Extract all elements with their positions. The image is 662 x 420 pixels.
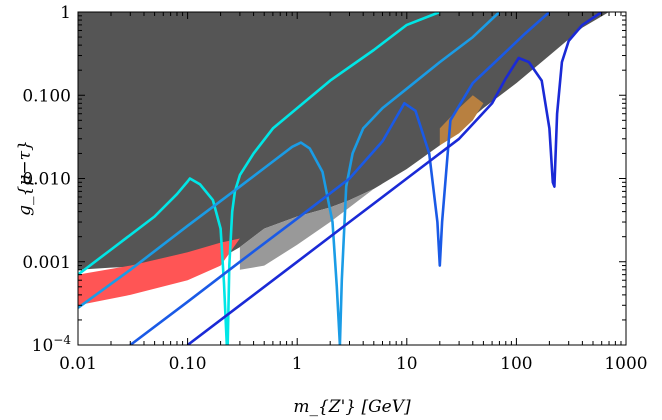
y-tick-label: 0.100 [22, 86, 71, 106]
x-tick-label: 0.10 [169, 354, 207, 374]
x-tick-label: 1 [292, 354, 303, 374]
x-axis-label: m_{Z'} [GeV] [293, 397, 411, 417]
excluded-region-4 [439, 95, 484, 146]
y-tick-label: 1 [60, 3, 71, 23]
excluded-region-3 [78, 238, 240, 306]
coupling-curve-1 [78, 12, 441, 345]
y-tick-label: 10−4 [32, 333, 72, 356]
x-tick-label: 10 [396, 354, 418, 374]
coupling-curve-4 [186, 12, 603, 345]
excluded-regions [78, 12, 609, 306]
coupling-curve-3 [129, 12, 551, 345]
x-tick-label: 100 [500, 354, 532, 374]
y-axis-label: g_{μ−τ} [15, 140, 35, 216]
coupling-curves [78, 12, 603, 345]
x-axis-ticks: 0.01 0.10 1 10 100 1000 [59, 12, 648, 374]
x-tick-label: 0.01 [59, 354, 97, 374]
y-tick-label: 0.010 [22, 170, 71, 190]
x-tick-label: 1000 [604, 354, 647, 374]
excluded-region-2 [239, 188, 374, 270]
excluded-region-1 [78, 12, 609, 270]
y-tick-label: 0.001 [22, 253, 71, 273]
y-axis-ticks: 10−4 0.001 0.010 0.100 1 [22, 3, 626, 356]
coupling-curve-2 [78, 12, 501, 345]
